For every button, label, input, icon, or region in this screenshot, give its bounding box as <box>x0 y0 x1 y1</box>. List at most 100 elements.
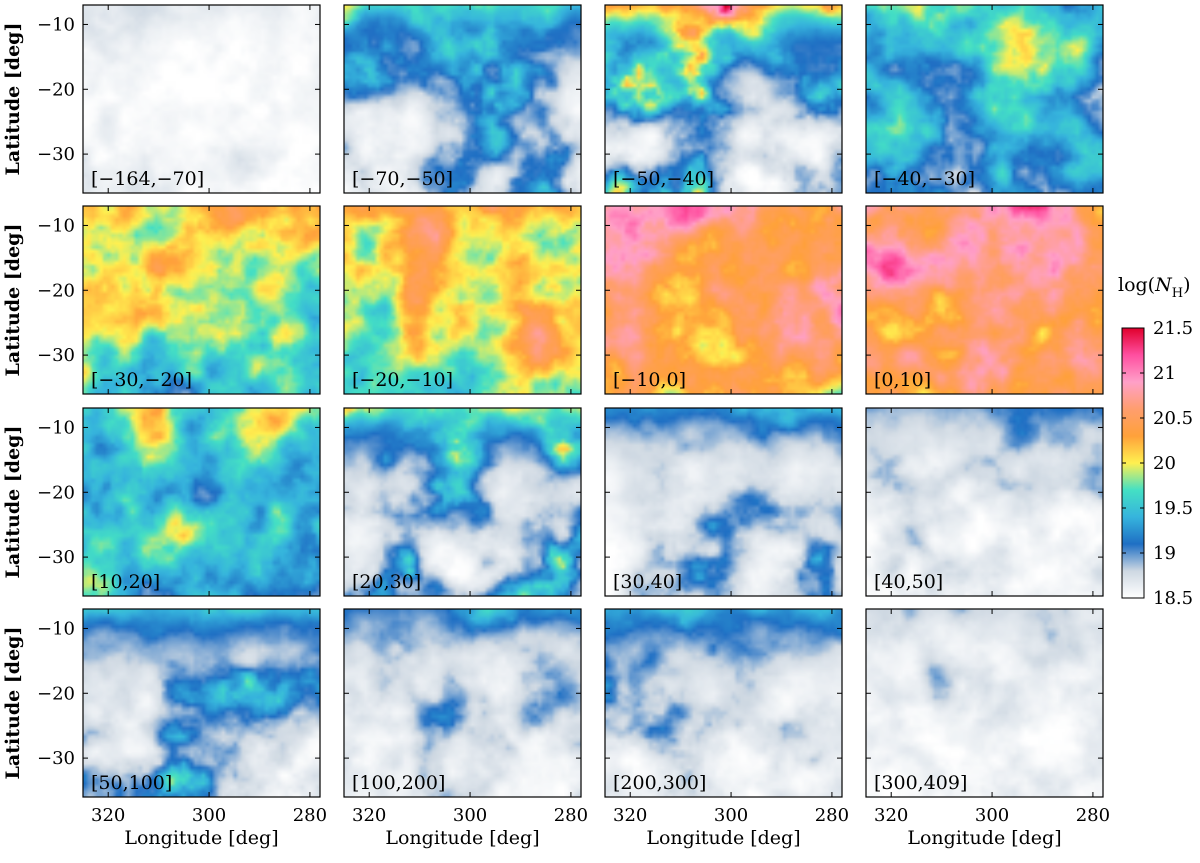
panel-velocity-label: [−30,−20] <box>91 369 192 391</box>
column-density-map <box>866 206 1103 394</box>
panel: [100,200] 320 300 280 Longitude [deg] <box>343 608 588 849</box>
y-tick-label: −30 <box>37 748 75 769</box>
panel: [200,300] 320 300 280 Longitude [deg] <box>604 608 849 849</box>
panel-velocity-label: [50,100] <box>91 772 172 794</box>
panel-frame <box>82 4 321 194</box>
panel: [40,50] <box>865 407 1104 597</box>
colorbar-tick-label: 19 <box>1153 543 1176 564</box>
panel: [300,409] 320 300 280 Longitude [deg] <box>865 608 1110 849</box>
panel-velocity-label: [−50,−40] <box>613 168 714 190</box>
panel: [−164,−70] −10 −20 −30 Latitude [deg] <box>2 4 321 194</box>
panel-velocity-label: [0,10] <box>874 369 931 391</box>
y-tick-label: −20 <box>37 482 75 503</box>
y-axis-label: Latitude [deg] <box>2 426 24 579</box>
column-density-map <box>83 609 320 797</box>
y-tick-label: −20 <box>37 79 75 100</box>
panel-velocity-label: [−20,−10] <box>352 369 453 391</box>
panel-velocity-label: [200,300] <box>613 772 706 794</box>
x-tick-label: 320 <box>613 805 647 826</box>
panel-velocity-label: [100,200] <box>352 772 445 794</box>
colorbar: 18.5 19 19.5 20 20.5 21 21.5 log(NH) <box>1118 274 1193 609</box>
colorbar-tick-label: 19.5 <box>1153 498 1193 519</box>
panel-frame <box>865 205 1104 395</box>
panel-frame <box>343 407 582 597</box>
panel-velocity-label: [40,50] <box>874 571 943 593</box>
colorbar-label: log(NH) <box>1118 274 1190 301</box>
panel-grid: [−164,−70] −10 −20 −30 Latitude [deg] [−70,−5… <box>2 4 1110 849</box>
colorbar-tick-label: 18.5 <box>1153 588 1193 609</box>
panel-velocity-label: [300,409] <box>874 772 967 794</box>
panel-frame <box>82 407 321 597</box>
panel: [10,20] −10 −20 −30 Latitude [deg] <box>2 407 321 597</box>
panel-frame <box>604 4 843 194</box>
panel-frame <box>865 407 1104 597</box>
x-axis-label: Longitude [deg] <box>646 827 800 849</box>
y-axis-label: Latitude [deg] <box>2 627 24 780</box>
panel-velocity-label: [−10,0] <box>613 369 686 391</box>
y-tick-label: −10 <box>37 618 75 639</box>
panel-velocity-label: [20,30] <box>352 571 421 593</box>
panel: [0,10] <box>865 205 1104 395</box>
column-density-map <box>866 5 1103 193</box>
x-tick-label: 320 <box>874 805 908 826</box>
panel-frame <box>865 4 1104 194</box>
panel-velocity-label: [30,40] <box>613 571 682 593</box>
panel: [50,100] −10 −20 −30 Latitude [deg] 320 300 280… <box>2 608 327 849</box>
x-axis-label: Longitude [deg] <box>907 827 1061 849</box>
panel: [−30,−20] −10 −20 −30 Latitude [deg] <box>2 205 321 395</box>
column-density-map <box>344 609 581 797</box>
column-density-map <box>605 5 842 193</box>
x-tick-label: 320 <box>91 805 125 826</box>
colorbar-tick-label: 20.5 <box>1153 408 1193 429</box>
colorbar-tick-label: 21.5 <box>1153 318 1193 339</box>
column-density-map <box>866 408 1103 596</box>
panel: [−40,−30] <box>865 4 1104 194</box>
y-tick-label: −30 <box>37 144 75 165</box>
x-tick-label: 320 <box>352 805 386 826</box>
panel-velocity-label: [−164,−70] <box>91 168 204 190</box>
column-density-map <box>344 206 581 394</box>
panel-frame <box>604 407 843 597</box>
column-density-map <box>344 5 581 193</box>
column-density-map <box>83 206 320 394</box>
x-axis-label: Longitude [deg] <box>385 827 539 849</box>
colorbar-tick-label: 20 <box>1153 453 1176 474</box>
x-tick-label: 280 <box>1076 805 1110 826</box>
panel-velocity-label: [−40,−30] <box>874 168 975 190</box>
y-tick-label: −20 <box>37 280 75 301</box>
panel-velocity-label: [10,20] <box>91 571 160 593</box>
y-axis-label: Latitude [deg] <box>2 23 24 176</box>
panel-frame <box>343 608 582 798</box>
panel: [−10,0] <box>604 205 843 395</box>
panel-frame <box>82 608 321 798</box>
panel-velocity-label: [−70,−50] <box>352 168 453 190</box>
column-density-map <box>344 408 581 596</box>
column-density-map <box>866 609 1103 797</box>
y-tick-label: −30 <box>37 547 75 568</box>
panel-frame <box>343 4 582 194</box>
panel: [−20,−10] <box>343 205 582 395</box>
panel-frame <box>82 205 321 395</box>
panel: [20,30] <box>343 407 582 597</box>
panel: [−50,−40] <box>604 4 843 194</box>
colorbar-tick-label: 21 <box>1153 363 1176 384</box>
column-density-map <box>605 206 842 394</box>
panel-frame <box>343 205 582 395</box>
x-axis-label: Longitude [deg] <box>124 827 278 849</box>
y-tick-label: −10 <box>37 14 75 35</box>
x-tick-label: 300 <box>975 805 1009 826</box>
x-tick-label: 280 <box>815 805 849 826</box>
panel-frame <box>604 205 843 395</box>
x-tick-label: 280 <box>554 805 588 826</box>
panel-frame <box>865 608 1104 798</box>
x-tick-label: 300 <box>192 805 226 826</box>
y-tick-label: −10 <box>37 215 75 236</box>
panel: [30,40] <box>604 407 843 597</box>
column-density-map <box>605 609 842 797</box>
y-tick-label: −10 <box>37 417 75 438</box>
x-tick-label: 280 <box>293 805 327 826</box>
x-tick-label: 300 <box>453 805 487 826</box>
panel-frame <box>604 608 843 798</box>
panel: [−70,−50] <box>343 4 582 194</box>
